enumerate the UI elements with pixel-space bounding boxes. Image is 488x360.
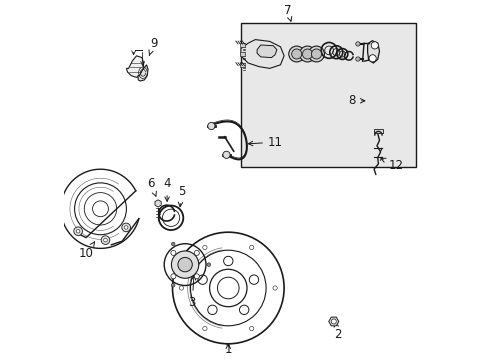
Text: 12: 12 [380, 158, 403, 172]
Circle shape [194, 250, 199, 255]
Circle shape [272, 286, 277, 290]
Circle shape [122, 223, 130, 232]
Circle shape [103, 238, 107, 242]
Circle shape [330, 319, 336, 324]
Circle shape [179, 286, 183, 290]
Circle shape [302, 49, 312, 59]
Circle shape [171, 242, 175, 246]
Circle shape [203, 327, 206, 331]
Polygon shape [138, 65, 148, 81]
Circle shape [171, 251, 199, 278]
Polygon shape [257, 45, 276, 58]
Circle shape [178, 257, 192, 272]
Bar [240, 52, 244, 56]
Polygon shape [367, 41, 379, 63]
Circle shape [203, 245, 206, 249]
Circle shape [288, 46, 304, 62]
Bar [240, 43, 244, 47]
Text: 11: 11 [248, 136, 283, 149]
Circle shape [355, 42, 359, 46]
Circle shape [223, 151, 230, 158]
Bar [240, 63, 244, 67]
Circle shape [207, 122, 215, 130]
Circle shape [92, 201, 108, 217]
Circle shape [291, 49, 301, 59]
Polygon shape [126, 56, 143, 77]
Circle shape [368, 55, 375, 62]
Text: 9: 9 [149, 37, 157, 55]
Text: 2: 2 [333, 322, 341, 341]
Circle shape [311, 49, 321, 59]
Circle shape [299, 46, 315, 62]
Text: 1: 1 [224, 343, 232, 356]
Text: 5: 5 [178, 185, 185, 207]
Circle shape [249, 327, 253, 331]
Bar [241, 23, 415, 167]
Circle shape [308, 46, 324, 62]
Circle shape [194, 274, 199, 279]
Circle shape [206, 263, 210, 266]
Circle shape [370, 42, 378, 49]
Text: 7: 7 [284, 4, 291, 21]
Circle shape [170, 274, 176, 279]
Circle shape [74, 227, 82, 235]
Text: 3: 3 [188, 276, 196, 309]
Circle shape [355, 57, 359, 61]
Bar [373, 129, 382, 133]
Text: 10: 10 [79, 242, 94, 260]
Circle shape [76, 229, 80, 233]
Circle shape [170, 250, 176, 255]
Text: 4: 4 [163, 177, 170, 201]
Polygon shape [241, 40, 284, 68]
Text: 6: 6 [147, 177, 156, 196]
Circle shape [171, 283, 175, 287]
Text: 8: 8 [348, 94, 364, 107]
Circle shape [124, 226, 128, 229]
Circle shape [101, 236, 109, 244]
Circle shape [249, 245, 253, 249]
